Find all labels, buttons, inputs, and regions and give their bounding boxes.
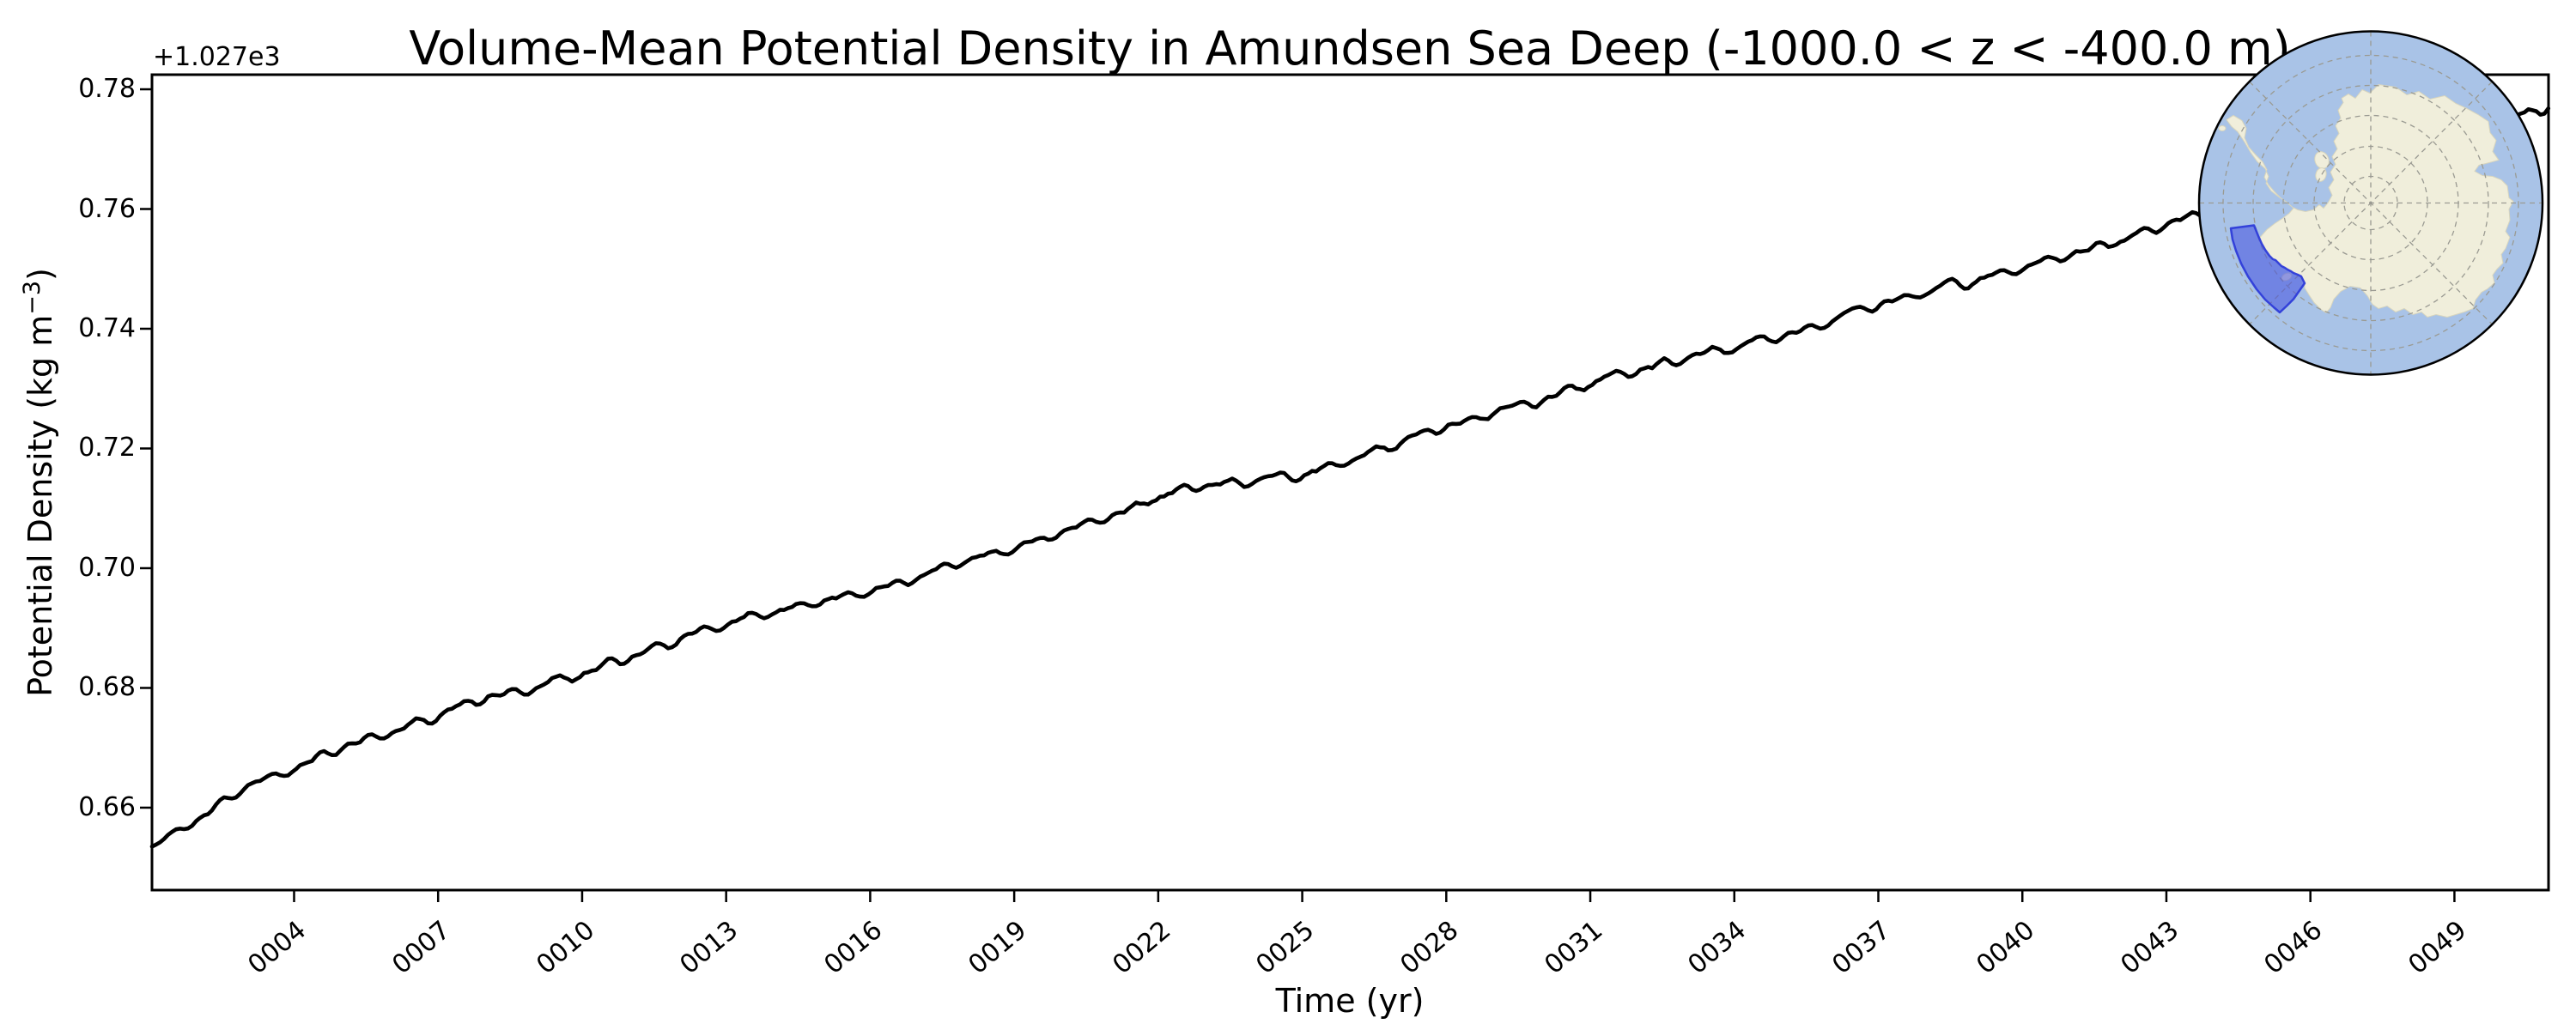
y-tick-label: 0.76 (78, 193, 136, 224)
map-island (2218, 125, 2227, 131)
y-tick-label: 0.72 (78, 433, 136, 464)
chart-title: Volume-Mean Potential Density in Amundse… (409, 21, 2291, 76)
map-border-circle (2197, 30, 2544, 376)
axes-spines (150, 73, 2550, 892)
y-tick-label: 0.66 (78, 791, 136, 822)
y-tick-label: 0.70 (78, 552, 136, 583)
x-axis-label: Time (yr) (1275, 982, 1425, 1020)
antarctica-inset-map (2197, 30, 2544, 376)
map-latitude-ring (2252, 84, 2489, 322)
y-axis-offset-text: +1.027e3 (153, 42, 281, 72)
y-tick-label: 0.74 (78, 312, 136, 343)
map-amundsen-sector-highlight (2229, 224, 2306, 314)
y-tick-label: 0.78 (78, 74, 136, 105)
y-tick-label: 0.68 (78, 672, 136, 703)
density-timeseries-line (149, 106, 2551, 849)
map-island (2314, 151, 2330, 169)
